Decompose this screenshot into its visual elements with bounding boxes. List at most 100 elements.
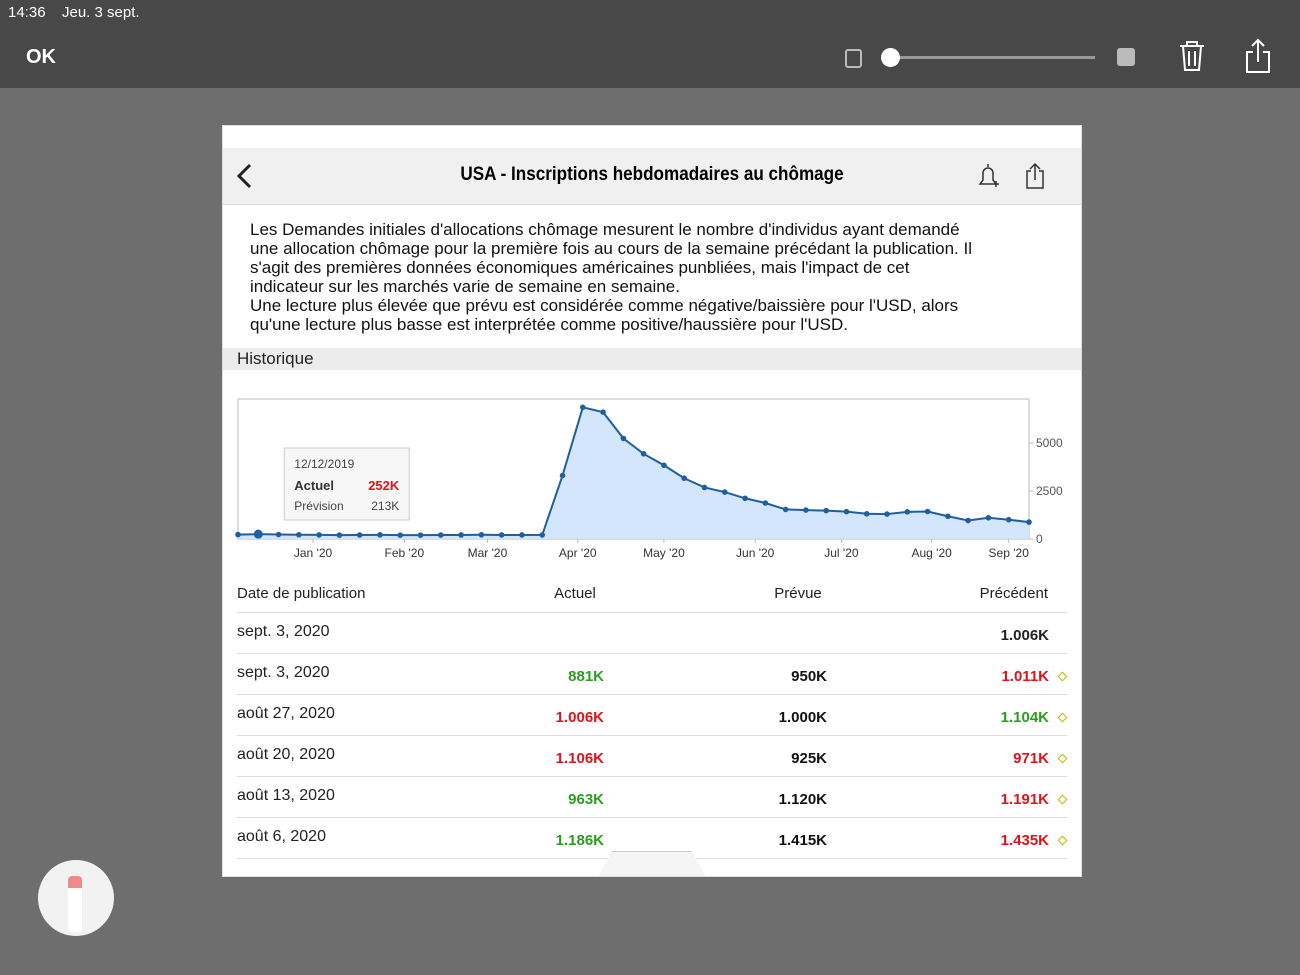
top-bar: 14:36 Jeu. 3 sept. OK — [0, 0, 1300, 88]
drag-handle[interactable] — [595, 851, 709, 876]
point — [863, 511, 870, 517]
description-line: Les Demandes initiales d'allocations chô… — [250, 220, 960, 239]
separator — [237, 653, 1067, 654]
app-header: USA - Inscriptions hebdomadaires au chôm… — [223, 148, 1081, 205]
screenshot-card: USA - Inscriptions hebdomadaires au chôm… — [222, 125, 1082, 877]
date-cell: sept. 3, 2020 — [237, 664, 330, 681]
date-cell: août 20, 2020 — [237, 746, 335, 763]
point — [661, 462, 667, 469]
done-button[interactable]: OK — [26, 46, 56, 68]
point — [843, 508, 850, 515]
point — [579, 404, 586, 411]
previous-cell: 1.011K — [1001, 668, 1049, 685]
point — [397, 532, 404, 538]
point — [742, 495, 748, 502]
point — [1005, 516, 1012, 523]
section-bar: Historique — [223, 348, 1081, 370]
separator — [237, 612, 1067, 613]
point — [478, 532, 485, 538]
x-tick-label: Mar '20 — [468, 546, 508, 560]
point — [884, 511, 890, 517]
page-title: USA - Inscriptions hebdomadaires au chôm… — [460, 164, 844, 185]
point — [498, 532, 505, 538]
section-title: Historique — [237, 349, 314, 368]
back-icon[interactable] — [235, 162, 255, 190]
slider-thumb[interactable] — [881, 48, 900, 67]
point — [356, 532, 363, 538]
y-tick-label: 0 — [1036, 532, 1043, 546]
pencil-button[interactable] — [38, 860, 114, 936]
point — [559, 472, 566, 479]
point — [296, 531, 302, 538]
revision-icon — [1057, 835, 1068, 846]
point — [823, 507, 829, 514]
point — [904, 509, 911, 515]
point — [762, 500, 769, 506]
line — [237, 406, 1030, 537]
x-tick-label: Feb '20 — [384, 546, 424, 560]
forecast-cell: 1.120K — [778, 791, 827, 808]
separator — [237, 776, 1067, 777]
separator — [237, 694, 1067, 695]
point — [681, 475, 688, 482]
point — [253, 529, 263, 539]
point — [275, 531, 282, 538]
header-icons[interactable] — [975, 162, 1045, 192]
point — [945, 513, 951, 520]
description-line: Une lecture plus élevée que prévu est co… — [250, 296, 959, 315]
point — [235, 531, 241, 538]
point — [316, 532, 322, 538]
date-cell: août 27, 2020 — [237, 705, 335, 722]
point — [620, 435, 627, 442]
actual-cell: 1.106K — [555, 750, 604, 767]
previous-cell: 971K — [1013, 750, 1049, 767]
point — [438, 532, 444, 538]
slider-track[interactable] — [890, 56, 1095, 59]
point — [782, 506, 789, 513]
actual-cell: 963K — [568, 791, 604, 808]
chart: 0 2500 5000 Jan '20 Feb '20 Mar '20 Apr '20 May… — [235, 398, 1063, 560]
point — [600, 409, 606, 415]
previous-cell: 1.104K — [1000, 709, 1049, 726]
tooltip-actual-label: Actuel — [294, 478, 334, 493]
point — [803, 507, 809, 513]
point — [721, 489, 728, 495]
description-line: indicateur sur les marchés varie de sema… — [250, 277, 680, 296]
forecast-cell: 1.000K — [778, 709, 827, 726]
toolbar-icons[interactable] — [1175, 38, 1285, 74]
revision-icon — [1057, 712, 1068, 723]
point — [965, 517, 971, 524]
point — [377, 532, 383, 538]
revision-icon — [1057, 794, 1068, 805]
actual-cell: 881K — [568, 668, 604, 685]
description-line: une allocation chômage pour la première … — [250, 239, 972, 258]
tooltip-forecast: 213K — [371, 499, 399, 513]
y-tick-label: 5000 — [1036, 436, 1063, 450]
point — [640, 451, 647, 457]
forecast-cell: 925K — [791, 750, 827, 767]
date-cell: août 6, 2020 — [237, 828, 326, 845]
opacity-max — [1117, 48, 1135, 66]
previous-cell: 1.435K — [1000, 832, 1049, 849]
previous-cell: 1.191K — [1000, 791, 1049, 808]
separator — [237, 735, 1067, 736]
opacity-min — [845, 49, 862, 68]
tooltip — [283, 447, 410, 521]
x-tick-label: Jan '20 — [294, 546, 333, 560]
previous-cell: 1.006K — [1000, 627, 1049, 644]
date-cell: sept. 3, 2020 — [237, 623, 330, 640]
x-tick-label: Sep '20 — [989, 546, 1030, 560]
point — [539, 532, 546, 538]
point — [985, 514, 992, 521]
column-header: Précédent — [979, 585, 1048, 602]
point — [924, 508, 931, 515]
tooltip-date: 12/12/2019 — [294, 457, 354, 471]
revision-icon — [1057, 753, 1068, 764]
x-tick-label: Jun '20 — [736, 546, 775, 560]
actual-cell: 1.006K — [555, 709, 604, 726]
x-tick-label: Apr '20 — [559, 546, 597, 560]
point — [519, 532, 525, 538]
x-tick-label: Aug '20 — [911, 546, 952, 560]
description-line: s'agit des premières données économiques… — [250, 258, 910, 277]
